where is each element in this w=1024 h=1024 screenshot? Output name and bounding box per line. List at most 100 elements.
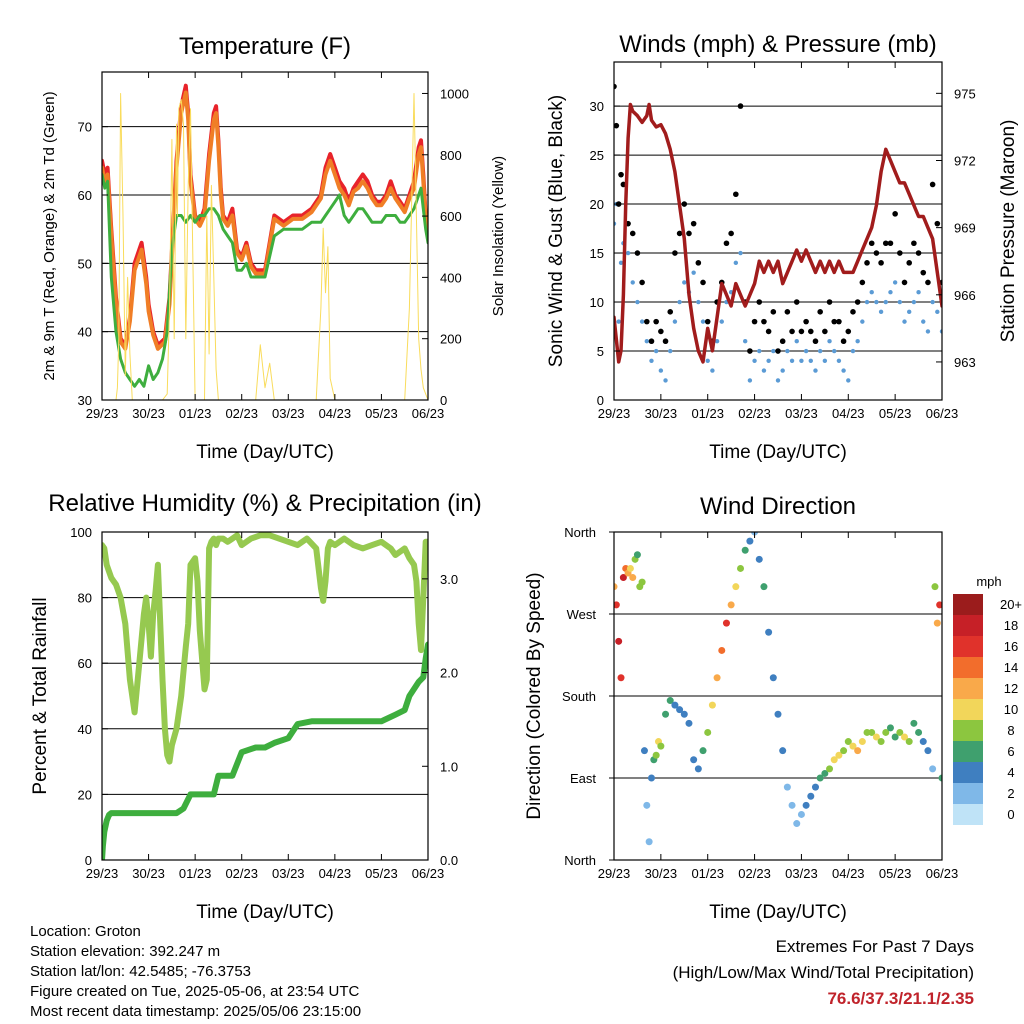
direction-point (615, 637, 623, 645)
wind-point (827, 339, 832, 344)
direction-xlabel: Time (Day/UTC) (709, 902, 847, 923)
wind-point (869, 290, 874, 295)
gust-point (723, 240, 730, 247)
direction-point (769, 674, 777, 682)
wind-point (649, 358, 654, 364)
direction-point (718, 646, 726, 654)
wind-point (860, 319, 865, 324)
wind-point (700, 319, 706, 324)
gust-point (925, 279, 931, 286)
x-tick-label: 03/23 (272, 866, 305, 881)
gust-point (864, 260, 870, 266)
y2-tick-label: 963 (954, 355, 976, 370)
extremes-subheading: (High/Low/Max Wind/Total Precipitation) (672, 963, 974, 982)
x-tick-label: 29/23 (86, 866, 119, 881)
wind-point (766, 358, 771, 364)
gust-point (920, 269, 927, 276)
gust-point (672, 250, 678, 256)
gust-point (614, 122, 620, 129)
y2-tick-label: 1.0 (440, 759, 458, 774)
wind-point (813, 368, 818, 373)
direction-point (891, 733, 899, 741)
legend-swatch (953, 720, 983, 741)
direction-point (877, 738, 885, 746)
direction-point (647, 774, 655, 782)
extremes-heading: Extremes For Past 7 Days (775, 937, 974, 956)
x-tick-label: 04/23 (832, 406, 865, 421)
x-tick-label: 03/23 (785, 866, 818, 881)
temperature-y2label: Solar Insolation (Yellow) (490, 156, 507, 316)
y-tick-label: 25 (590, 148, 604, 163)
direction-point (868, 728, 876, 736)
gust-point (644, 318, 650, 325)
wind-point (789, 358, 795, 364)
x-tick-label: 30/23 (132, 406, 165, 421)
y-tick-label: West (567, 607, 597, 622)
y2-tick-label: 975 (954, 86, 976, 101)
wind-point (850, 348, 856, 354)
legend-swatch (953, 636, 983, 657)
direction-point (638, 578, 646, 586)
total-precipitation-line (102, 641, 428, 860)
recent-timestamp: Most recent data timestamp: 2025/05/06 2… (30, 1003, 362, 1020)
legend-label: 8 (1007, 723, 1014, 738)
y2-tick-label: 2.0 (440, 666, 458, 681)
direction-point (645, 838, 653, 846)
x-tick-label: 29/23 (598, 406, 631, 421)
gust-point (614, 83, 617, 90)
x-tick-label: 02/23 (225, 406, 258, 421)
direction-point (933, 619, 941, 627)
direction-point (633, 551, 641, 559)
x-tick-label: 30/23 (645, 406, 678, 421)
y-tick-label: 60 (78, 656, 92, 671)
x-tick-label: 03/23 (272, 406, 305, 421)
x-tick-label: 05/23 (879, 406, 912, 421)
direction-point (652, 751, 660, 759)
wind-point (761, 368, 767, 373)
station-elevation: Station elevation: 392.247 m (30, 943, 221, 960)
direction-title: Wind Direction (700, 493, 856, 520)
station-info: Location: Groton Station elevation: 392.… (30, 922, 361, 1022)
wind-point (935, 309, 940, 315)
gust-point (873, 250, 880, 256)
wind-point (639, 319, 645, 324)
y2-tick-label: 972 (954, 153, 976, 168)
y-tick-label: 40 (78, 722, 92, 737)
gust-point (812, 338, 819, 345)
wind-point (864, 299, 870, 305)
gust-point (629, 230, 636, 237)
gust-point (836, 318, 842, 325)
wind-point (846, 378, 851, 383)
direction-point (905, 738, 913, 746)
gust-point (901, 279, 908, 286)
direction-point (640, 747, 648, 755)
humidity-frame (101, 531, 429, 861)
wind-point (691, 270, 696, 275)
direction-point (802, 801, 810, 809)
gust-point (817, 309, 823, 315)
gust-point (676, 230, 683, 237)
x-tick-label: 06/23 (412, 406, 445, 421)
direction-point (821, 769, 829, 777)
direction-point (793, 820, 801, 828)
wind-point (696, 299, 701, 305)
gust-point (775, 348, 781, 354)
legend-swatch (953, 741, 983, 762)
y2-tick-label: 800 (440, 148, 462, 163)
direction-point (924, 747, 932, 755)
wind-point (780, 368, 785, 373)
wind-point (733, 260, 739, 266)
gust-point (700, 279, 706, 286)
y-tick-label: North (564, 853, 596, 868)
direction-point (732, 583, 740, 591)
legend-title: mph (976, 574, 1001, 589)
humidity-xlabel: Time (Day/UTC) (196, 902, 334, 923)
station-pressure-line (614, 102, 942, 364)
legend-label: 10 (1004, 702, 1018, 717)
gust-point (686, 230, 692, 237)
direction-point (643, 801, 651, 809)
x-tick-label: 05/23 (365, 866, 398, 881)
gust-point (704, 318, 711, 325)
gust-point (878, 260, 884, 266)
wind-point (817, 348, 823, 354)
